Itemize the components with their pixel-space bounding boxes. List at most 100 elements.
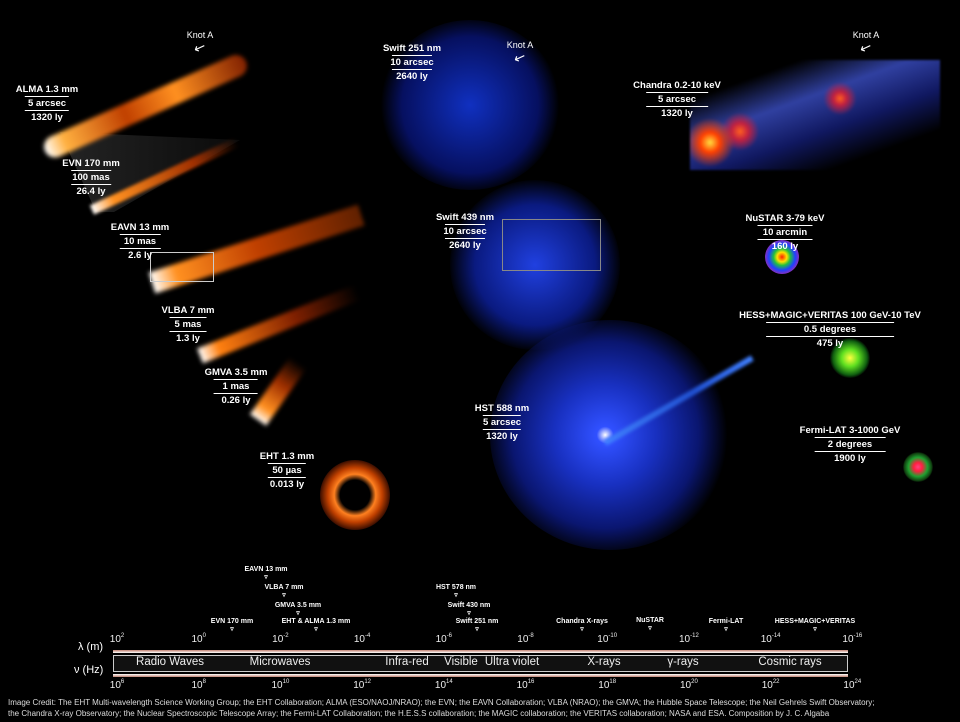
triangle-down-icon: ▿	[314, 626, 318, 633]
exponent: 6	[120, 679, 125, 685]
marker-label: NuSTAR	[636, 617, 664, 624]
triangle-down-icon: ▿	[296, 610, 300, 617]
divider	[766, 336, 894, 337]
nu-tick: 106	[109, 679, 125, 691]
label-line: Chandra 0.2-10 keV	[633, 80, 721, 91]
fermi-image	[903, 452, 933, 482]
instrument-marker: EVN 170 mm ▿	[211, 618, 253, 634]
band-label: Radio Waves	[136, 656, 204, 668]
instrument-marker: Fermi-LAT ▿	[709, 618, 743, 634]
band-label: Ultra violet	[484, 656, 540, 668]
divider	[70, 184, 112, 185]
marker-label: GMVA 3.5 mm	[274, 602, 322, 609]
exponent: -4	[364, 633, 371, 639]
swift251-image	[380, 20, 560, 190]
marker-label: HST 578 nm	[435, 584, 477, 591]
divider	[214, 393, 258, 394]
hst-image	[490, 320, 730, 550]
instrument-marker: VLBA 7 mm ▿	[264, 584, 303, 600]
knot-a-label: Knot A ↙	[186, 30, 214, 57]
hess-image	[830, 338, 870, 378]
divider	[25, 96, 69, 97]
label-line: 1900 ly	[834, 453, 866, 464]
label-line: EAVN 13 mm	[110, 222, 170, 233]
label-line: GMVA 3.5 mm	[204, 367, 268, 378]
triangle-down-icon: ▿	[580, 626, 584, 633]
label-line: 5 arcsec	[482, 417, 522, 428]
label-line: 0.26 ly	[221, 395, 251, 406]
knot-a-label: Knot A ↙	[506, 40, 534, 67]
vlba-label: VLBA 7 mm 5 mas 1.3 ly	[162, 305, 215, 344]
divider	[444, 238, 486, 239]
label-line: 5 arcsec	[27, 98, 67, 109]
alma-label: ALMA 1.3 mm 5 arcsec 1320 ly	[16, 84, 78, 123]
band-label: X-rays	[587, 656, 621, 668]
vlba-jet-image	[197, 284, 361, 364]
exponent: -16	[853, 633, 863, 639]
instrument-marker: EHT & ALMA 1.3 mm ▿	[282, 618, 351, 634]
eavn-label: EAVN 13 mm 10 mas 2.6 ly	[111, 222, 169, 261]
nu-tick: 1016	[516, 679, 535, 691]
exponent: -10	[608, 633, 618, 639]
instrument-marker: Swift 251 nm ▿	[456, 618, 499, 634]
swift251-label: Swift 251 nm 10 arcsec 2640 ly	[383, 43, 441, 82]
divider	[766, 322, 894, 323]
knot-text: Knot A	[186, 30, 214, 40]
divider	[267, 463, 307, 464]
triangle-down-icon: ▿	[813, 626, 817, 633]
exponent: 0	[202, 633, 206, 639]
lambda-tick: 10-8	[517, 633, 534, 645]
gmva-label: GMVA 3.5 mm 1 mas 0.26 ly	[205, 367, 268, 406]
exponent: 22	[772, 679, 780, 685]
instrument-marker: HST 578 nm ▿	[436, 584, 476, 600]
instrument-marker: EAVN 13 mm ▿	[244, 566, 287, 582]
exponent: 16	[527, 679, 535, 685]
label-line: 10 arcsec	[443, 226, 487, 237]
exponent: 24	[854, 679, 862, 685]
nu-tick: 108	[191, 679, 206, 691]
knot-text: Knot A	[506, 40, 534, 50]
exponent: 20	[691, 679, 698, 685]
label-line: EVN 170 mm	[62, 158, 120, 169]
label-line: 10 arcmin	[762, 227, 808, 238]
exponent: 18	[609, 679, 617, 685]
label-line: 5 arcsec	[657, 94, 697, 105]
triangle-down-icon: ▿	[264, 574, 268, 581]
divider	[757, 239, 813, 240]
nu-tick: 1014	[434, 679, 453, 691]
instrument-marker: GMVA 3.5 mm ▿	[275, 602, 321, 618]
hst-label: HST 588 nm 5 arcsec 1320 ly	[475, 403, 529, 442]
divider	[646, 106, 708, 107]
triangle-down-icon: ▿	[454, 592, 458, 599]
label-line: Swift 251 nm	[382, 43, 442, 54]
divider	[482, 415, 522, 416]
label-line: 2640 ly	[449, 240, 481, 251]
label-line: 0.5 degrees	[803, 324, 857, 335]
label-line: 1 mas	[222, 381, 250, 392]
hess-label: HESS+MAGIC+VERITAS 100 GeV-10 TeV 0.5 deg…	[739, 310, 921, 349]
marker-label: Fermi-LAT	[708, 618, 744, 625]
label-line: 1320 ly	[31, 112, 63, 123]
instrument-marker: HESS+MAGIC+VERITAS ▿	[775, 618, 855, 634]
marker-label: Chandra X-rays	[556, 618, 608, 625]
nu-tick: 1020	[679, 679, 698, 691]
spectrum-bar	[113, 655, 848, 672]
marker-label: EHT & ALMA 1.3 mm	[281, 618, 351, 625]
exponent: 2	[120, 633, 125, 639]
lambda-tick: 10-6	[435, 633, 453, 645]
nu-tick: 1024	[843, 679, 862, 691]
label-line: 10 mas	[123, 236, 157, 247]
lambda-tick: 10-16	[842, 633, 863, 645]
marker-label: Swift 430 nm	[447, 602, 491, 609]
spectrum-top-line	[113, 650, 848, 653]
chandra-label: Chandra 0.2-10 keV 5 arcsec 1320 ly	[633, 80, 721, 119]
nu-tick: 1022	[761, 679, 780, 691]
instrument-marker: NuSTAR ▿	[636, 617, 664, 633]
credit-line: the Chandra X-ray Observatory; the Nucle…	[8, 709, 830, 718]
label-line: 0.013 ly	[269, 479, 305, 490]
knot-a-label: Knot A ↙	[853, 30, 880, 57]
exponent: -2	[283, 633, 289, 639]
divider	[482, 429, 522, 430]
label-line: 160 ly	[771, 241, 799, 252]
label-line: 2640 ly	[396, 71, 428, 82]
